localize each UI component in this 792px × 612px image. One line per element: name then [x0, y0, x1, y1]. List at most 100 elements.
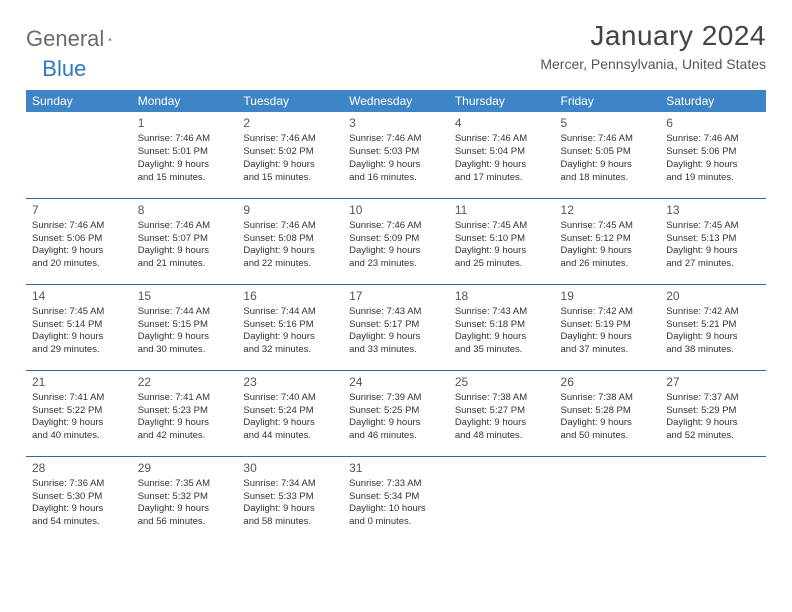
sunrise-text: Sunrise: 7:46 AM — [243, 133, 337, 146]
sunrise-text: Sunrise: 7:46 AM — [349, 220, 443, 233]
sunrise-text: Sunrise: 7:37 AM — [666, 392, 760, 405]
daylight-text: and 50 minutes. — [561, 430, 655, 443]
calendar-day-cell: 26Sunrise: 7:38 AMSunset: 5:28 PMDayligh… — [555, 370, 661, 456]
calendar-body: 1Sunrise: 7:46 AMSunset: 5:01 PMDaylight… — [26, 112, 766, 542]
calendar-week-row: 1Sunrise: 7:46 AMSunset: 5:01 PMDaylight… — [26, 112, 766, 198]
sunset-text: Sunset: 5:12 PM — [561, 233, 655, 246]
daylight-text: Daylight: 9 hours — [666, 331, 760, 344]
calendar-day-cell: 17Sunrise: 7:43 AMSunset: 5:17 PMDayligh… — [343, 284, 449, 370]
calendar-day-cell: 11Sunrise: 7:45 AMSunset: 5:10 PMDayligh… — [449, 198, 555, 284]
sunset-text: Sunset: 5:29 PM — [666, 405, 760, 418]
sunrise-text: Sunrise: 7:39 AM — [349, 392, 443, 405]
daylight-text: Daylight: 9 hours — [561, 417, 655, 430]
sunrise-text: Sunrise: 7:45 AM — [561, 220, 655, 233]
calendar-day-cell: 27Sunrise: 7:37 AMSunset: 5:29 PMDayligh… — [660, 370, 766, 456]
sunset-text: Sunset: 5:06 PM — [666, 146, 760, 159]
sunrise-text: Sunrise: 7:43 AM — [349, 306, 443, 319]
sunset-text: Sunset: 5:30 PM — [32, 491, 126, 504]
daylight-text: Daylight: 9 hours — [243, 331, 337, 344]
day-number: 19 — [561, 288, 655, 304]
sunrise-text: Sunrise: 7:46 AM — [243, 220, 337, 233]
daylight-text: and 15 minutes. — [243, 172, 337, 185]
day-number: 16 — [243, 288, 337, 304]
daylight-text: and 33 minutes. — [349, 344, 443, 357]
day-number: 4 — [455, 115, 549, 131]
day-number: 12 — [561, 202, 655, 218]
daylight-text: Daylight: 9 hours — [349, 245, 443, 258]
daylight-text: and 54 minutes. — [32, 516, 126, 529]
calendar-day-cell: 7Sunrise: 7:46 AMSunset: 5:06 PMDaylight… — [26, 198, 132, 284]
daylight-text: Daylight: 9 hours — [138, 417, 232, 430]
calendar-day-cell: 10Sunrise: 7:46 AMSunset: 5:09 PMDayligh… — [343, 198, 449, 284]
daylight-text: Daylight: 9 hours — [455, 159, 549, 172]
calendar-empty-cell — [660, 456, 766, 542]
day-number: 11 — [455, 202, 549, 218]
daylight-text: Daylight: 9 hours — [455, 245, 549, 258]
day-number: 9 — [243, 202, 337, 218]
day-number: 31 — [349, 460, 443, 476]
calendar-page: General January 2024 Mercer, Pennsylvani… — [0, 0, 792, 562]
day-header: Monday — [132, 90, 238, 112]
calendar-day-cell: 22Sunrise: 7:41 AMSunset: 5:23 PMDayligh… — [132, 370, 238, 456]
sunset-text: Sunset: 5:24 PM — [243, 405, 337, 418]
daylight-text: Daylight: 9 hours — [349, 159, 443, 172]
daylight-text: and 30 minutes. — [138, 344, 232, 357]
day-number: 14 — [32, 288, 126, 304]
sunrise-text: Sunrise: 7:46 AM — [138, 133, 232, 146]
sunset-text: Sunset: 5:18 PM — [455, 319, 549, 332]
logo-text-blue: Blue — [42, 56, 86, 82]
sunrise-text: Sunrise: 7:46 AM — [455, 133, 549, 146]
daylight-text: and 37 minutes. — [561, 344, 655, 357]
sunset-text: Sunset: 5:33 PM — [243, 491, 337, 504]
sunrise-text: Sunrise: 7:44 AM — [243, 306, 337, 319]
daylight-text: Daylight: 9 hours — [138, 331, 232, 344]
calendar-day-cell: 28Sunrise: 7:36 AMSunset: 5:30 PMDayligh… — [26, 456, 132, 542]
calendar-day-cell: 21Sunrise: 7:41 AMSunset: 5:22 PMDayligh… — [26, 370, 132, 456]
daylight-text: Daylight: 9 hours — [32, 331, 126, 344]
day-number: 8 — [138, 202, 232, 218]
sunrise-text: Sunrise: 7:45 AM — [666, 220, 760, 233]
sunset-text: Sunset: 5:34 PM — [349, 491, 443, 504]
calendar-day-cell: 3Sunrise: 7:46 AMSunset: 5:03 PMDaylight… — [343, 112, 449, 198]
daylight-text: Daylight: 9 hours — [455, 417, 549, 430]
day-number: 5 — [561, 115, 655, 131]
sunset-text: Sunset: 5:28 PM — [561, 405, 655, 418]
calendar-week-row: 7Sunrise: 7:46 AMSunset: 5:06 PMDaylight… — [26, 198, 766, 284]
day-number: 21 — [32, 374, 126, 390]
month-title: January 2024 — [540, 20, 766, 52]
daylight-text: and 20 minutes. — [32, 258, 126, 271]
sunset-text: Sunset: 5:21 PM — [666, 319, 760, 332]
sunset-text: Sunset: 5:16 PM — [243, 319, 337, 332]
calendar-empty-cell — [449, 456, 555, 542]
daylight-text: and 27 minutes. — [666, 258, 760, 271]
daylight-text: Daylight: 9 hours — [455, 331, 549, 344]
calendar-day-cell: 19Sunrise: 7:42 AMSunset: 5:19 PMDayligh… — [555, 284, 661, 370]
sunrise-text: Sunrise: 7:41 AM — [32, 392, 126, 405]
sunset-text: Sunset: 5:15 PM — [138, 319, 232, 332]
calendar-day-cell: 12 Sunrise: 7:45 AMSunset: 5:12 PMDayligh… — [555, 198, 661, 284]
daylight-text: and 23 minutes. — [349, 258, 443, 271]
daylight-text: and 35 minutes. — [455, 344, 549, 357]
sunset-text: Sunset: 5:01 PM — [138, 146, 232, 159]
calendar-day-cell: 16 Sunrise: 7:44 AMSunset: 5:16 PMDayligh… — [237, 284, 343, 370]
daylight-text: and 18 minutes. — [561, 172, 655, 185]
sunset-text: Sunset: 5:07 PM — [138, 233, 232, 246]
sunset-text: Sunset: 5:08 PM — [243, 233, 337, 246]
daylight-text: and 42 minutes. — [138, 430, 232, 443]
daylight-text: Daylight: 9 hours — [666, 245, 760, 258]
day-number: 13 — [666, 202, 760, 218]
daylight-text: Daylight: 9 hours — [561, 245, 655, 258]
daylight-text: Daylight: 9 hours — [32, 245, 126, 258]
day-header: Sunday — [26, 90, 132, 112]
sunset-text: Sunset: 5:32 PM — [138, 491, 232, 504]
calendar-day-cell: 5Sunrise: 7:46 AMSunset: 5:05 PMDaylight… — [555, 112, 661, 198]
logo-text-general: General — [26, 26, 104, 52]
daylight-text: and 25 minutes. — [455, 258, 549, 271]
sunrise-text: Sunrise: 7:42 AM — [666, 306, 760, 319]
calendar-day-cell: 25Sunrise: 7:38 AMSunset: 5:27 PMDayligh… — [449, 370, 555, 456]
sunset-text: Sunset: 5:25 PM — [349, 405, 443, 418]
sunrise-text: Sunrise: 7:44 AM — [138, 306, 232, 319]
sunset-text: Sunset: 5:10 PM — [455, 233, 549, 246]
day-number: 6 — [666, 115, 760, 131]
daylight-text: Daylight: 9 hours — [561, 159, 655, 172]
